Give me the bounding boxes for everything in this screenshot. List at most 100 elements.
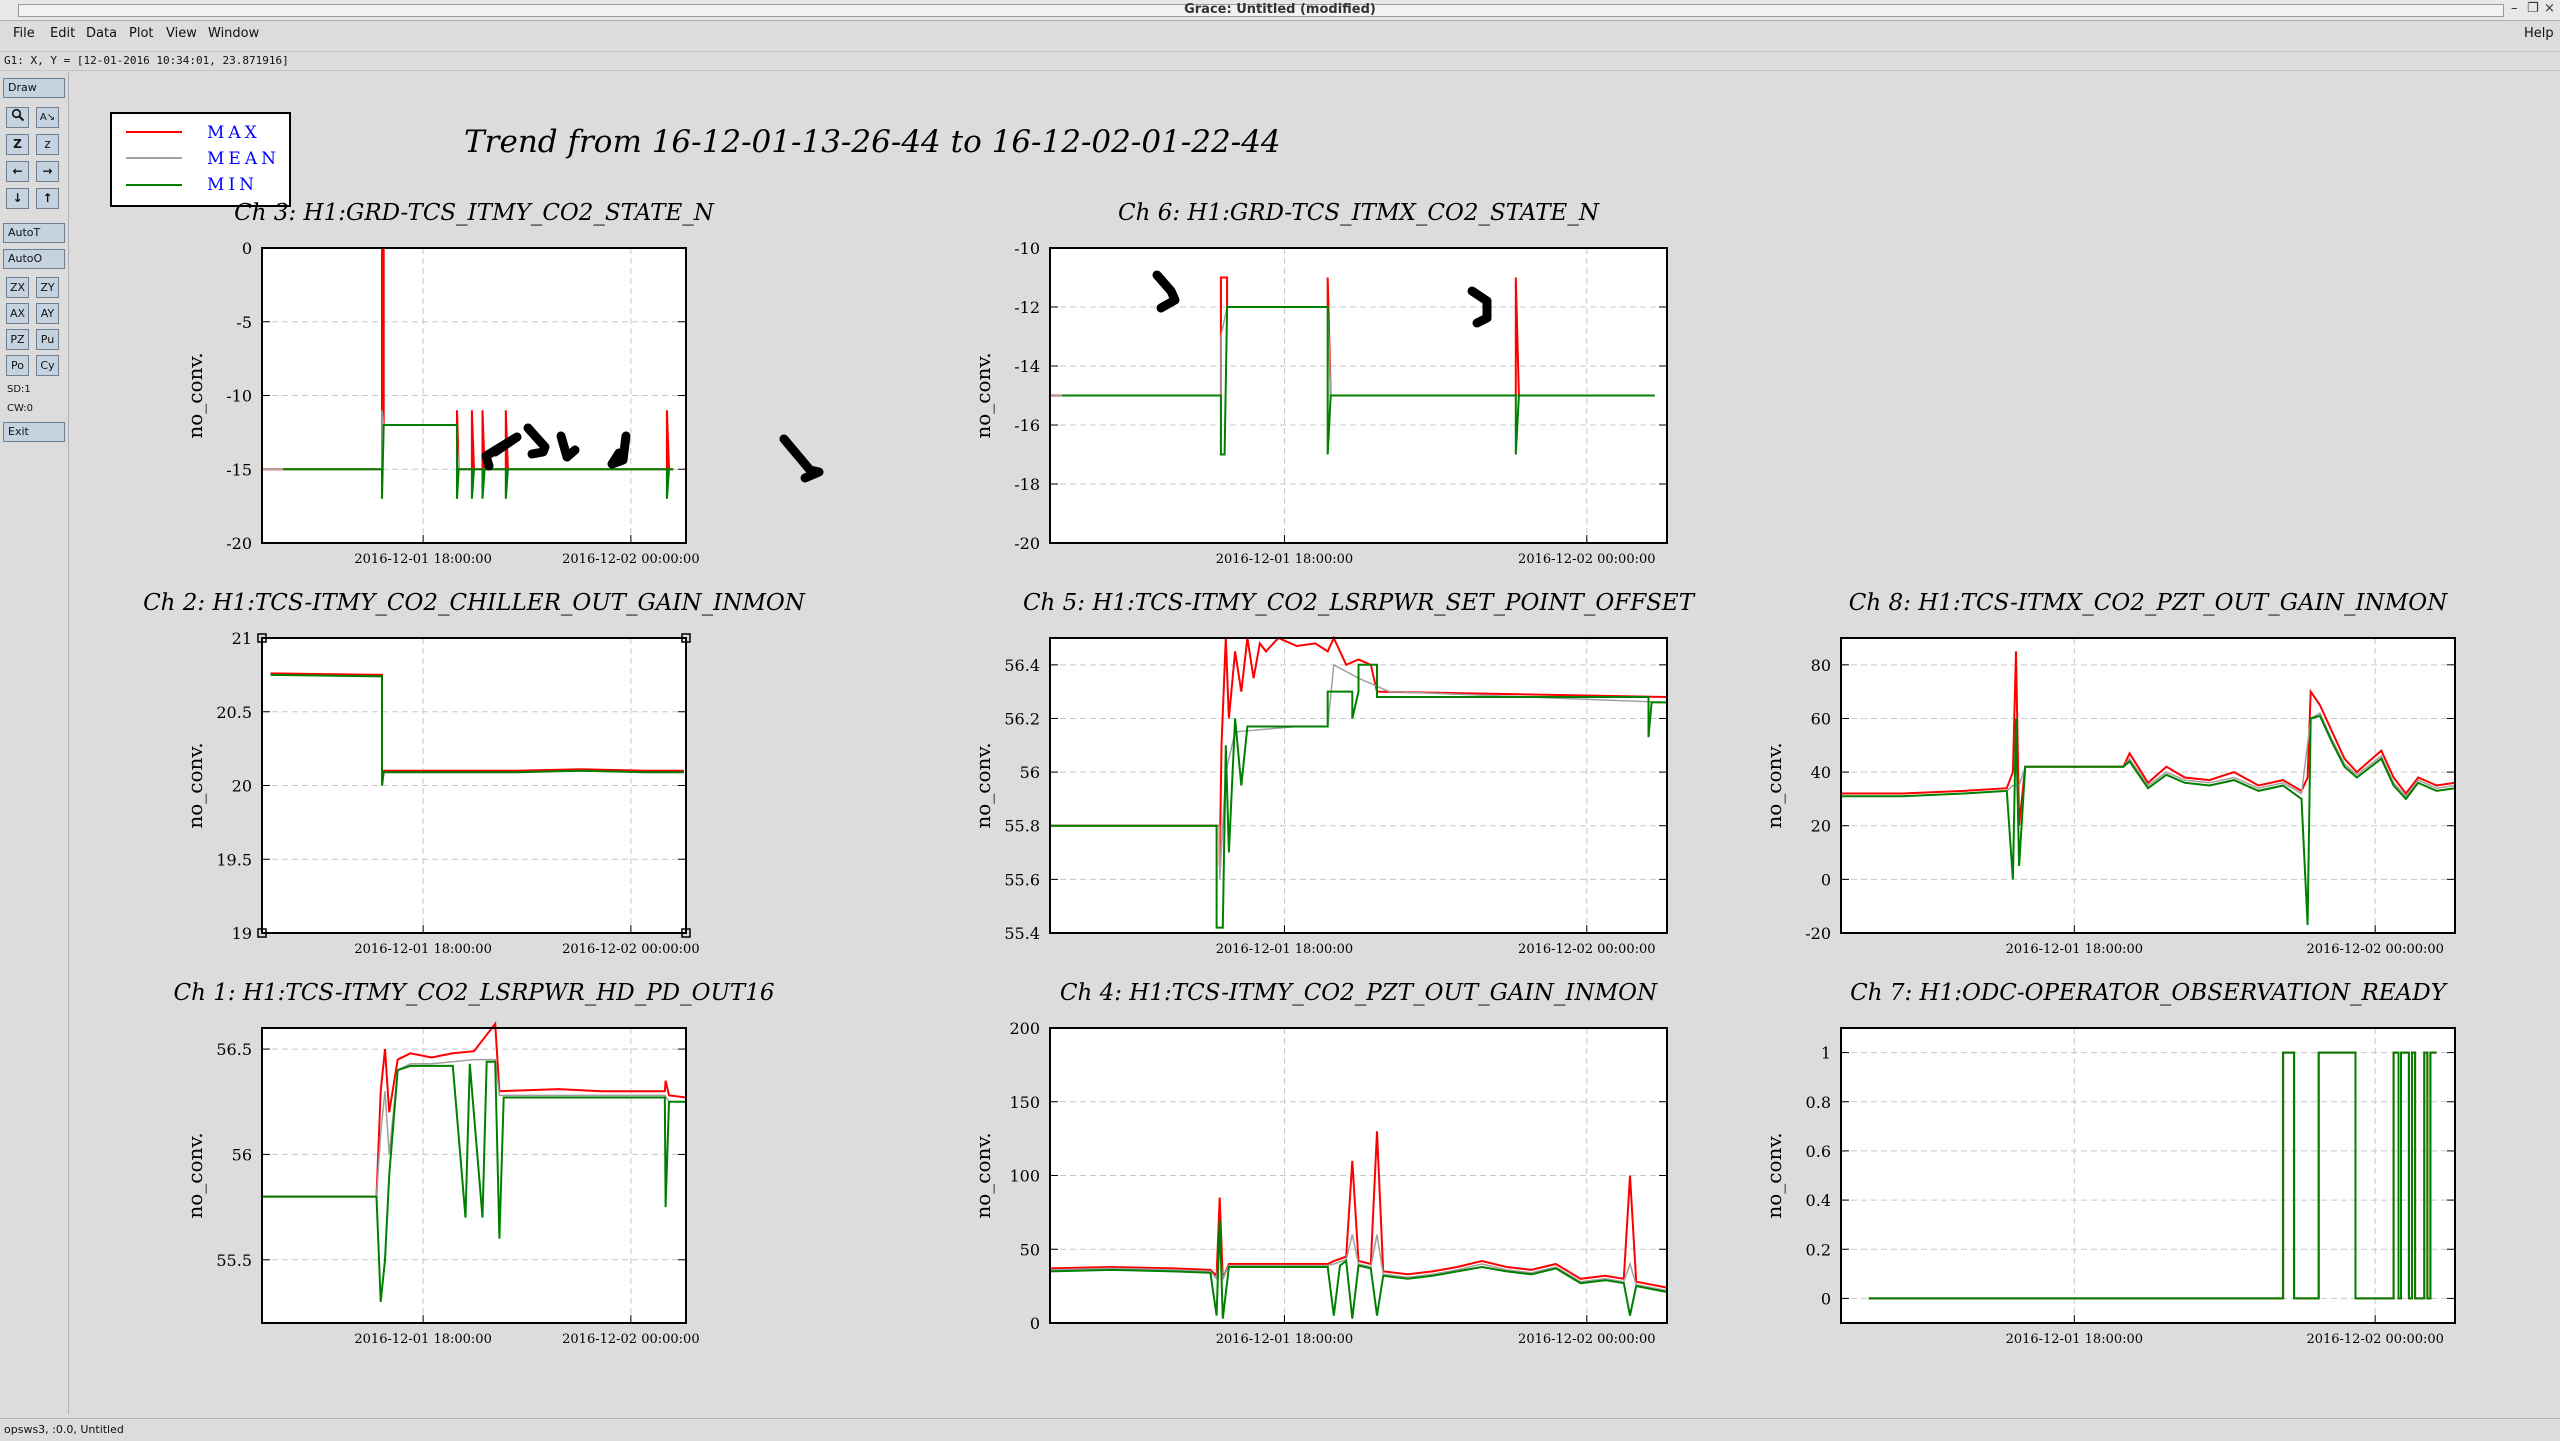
y-tick-label: 0.4: [1806, 1191, 1831, 1210]
pz-button[interactable]: PZ: [6, 329, 29, 350]
po-button[interactable]: Po: [6, 355, 29, 376]
y-tick-label: 80: [1811, 656, 1831, 675]
menu-data[interactable]: Data: [86, 26, 118, 41]
zy-button[interactable]: ZY: [36, 277, 59, 298]
status-text: opsws3, :0.0, Untitled: [4, 1423, 124, 1436]
y-tick-label: 20.5: [216, 703, 252, 722]
scroll-down-button[interactable]: ↓: [6, 188, 29, 209]
pu-button[interactable]: Pu: [36, 329, 59, 350]
series-line-max: [1050, 635, 1668, 867]
chart-ch1: 56.5 56 55.5 2016-12-01 18:00:00 2016-12-02 …: [174, 980, 775, 1347]
series-line-min: [1841, 714, 2456, 926]
arrow-right-icon: →: [42, 164, 53, 178]
focus-handle[interactable]: [257, 633, 267, 643]
plot-frame: [1840, 1027, 2456, 1324]
magnifier-icon: [11, 108, 24, 122]
menu-view[interactable]: View: [166, 26, 197, 41]
plot-canvas[interactable]: MAX MEAN MIN Trend from 16-12-01-13-26-4…: [69, 72, 2560, 1415]
x-tick-label: 2016-12-01 18:00:00: [354, 552, 491, 567]
y-tick-label: 56.4: [1004, 656, 1040, 675]
autot-button[interactable]: AutoT: [3, 223, 65, 243]
cy-button[interactable]: Cy: [36, 355, 59, 376]
series-line-max: [1050, 276, 1655, 397]
y-tick-label: 100: [1009, 1167, 1040, 1186]
y-axis-label: no_conv.: [1762, 742, 1786, 828]
drawn-arrow-mark: [779, 434, 824, 483]
focus-handle[interactable]: [257, 928, 267, 938]
chart-title: Ch 7: H1:ODC-OPERATOR_OBSERVATION_READY: [1850, 980, 2449, 1006]
ax-button[interactable]: AX: [6, 303, 29, 324]
window-title: Grace: Untitled (modified): [1184, 2, 1376, 17]
autoscale-button[interactable]: A↘: [36, 107, 59, 128]
y-tick-label: -14: [1014, 357, 1040, 376]
zoom-button[interactable]: [6, 107, 29, 128]
x-tick-label: 2016-12-01 18:00:00: [2006, 1332, 2143, 1347]
zoom-out-button[interactable]: z: [36, 134, 59, 155]
y-axis-label: no_conv.: [183, 1132, 207, 1218]
focus-handle[interactable]: [681, 633, 691, 643]
restore-icon[interactable]: ❐: [2527, 1, 2539, 16]
ay-button[interactable]: AY: [36, 303, 59, 324]
drawn-arrow-mark: [1467, 286, 1492, 328]
series-line-min: [1049, 1219, 1668, 1319]
zoom-in-icon: Z: [13, 137, 22, 151]
close-icon[interactable]: ×: [2544, 1, 2555, 16]
plot-frame: [261, 1027, 687, 1324]
window-titlebar: Grace: Untitled (modified) – ❐ ×: [0, 0, 2560, 21]
series-line-min: [1050, 663, 1667, 929]
x-tick-label: 2016-12-02 00:00:00: [562, 942, 699, 957]
titlebar-drag-area[interactable]: [18, 4, 2504, 17]
plot-frame: [1049, 637, 1668, 934]
chart-title: Ch 3: H1:GRD-TCS_ITMY_CO2_STATE_N: [234, 200, 715, 226]
series-line-min: [1868, 1051, 2437, 1300]
autoo-button[interactable]: AutoO: [3, 249, 65, 269]
menu-plot[interactable]: Plot: [129, 26, 154, 41]
chart-ch8: 80 60 40 20 0 -20 2016-12-01 18:00:00 2016-12-0…: [1762, 590, 2456, 957]
y-tick-label: 200: [1009, 1019, 1040, 1038]
y-tick-label: 56.5: [216, 1040, 252, 1059]
y-tick-label: -18: [1014, 475, 1040, 494]
y-tick-label: 56: [1020, 763, 1040, 782]
x-tick-label: 2016-12-02 00:00:00: [562, 552, 699, 567]
y-tick-label: 55.8: [1004, 817, 1040, 836]
menu-help[interactable]: Help: [2524, 26, 2554, 41]
series-line-min: [283, 424, 674, 499]
y-tick-label: 0.6: [1806, 1142, 1831, 1161]
cw-label: CW:0: [7, 403, 34, 414]
focus-handle[interactable]: [681, 928, 691, 938]
locator-bar: G1: X, Y = [12-01-2016 10:34:01, 23.8719…: [0, 51, 2560, 71]
chart-title: Ch 6: H1:GRD-TCS_ITMX_CO2_STATE_N: [1118, 200, 1600, 226]
y-axis-label: no_conv.: [183, 352, 207, 438]
y-tick-label: 0: [1821, 1289, 1831, 1308]
plot-frame: [261, 637, 687, 934]
drawn-arrow-mark: [481, 432, 522, 471]
handwritten-marks: [481, 270, 1492, 483]
y-tick-label: 60: [1811, 709, 1831, 728]
y-tick-label: 20: [232, 777, 252, 796]
draw-button[interactable]: Draw: [3, 78, 65, 98]
x-tick-label: 2016-12-02 00:00:00: [1518, 942, 1655, 957]
minimize-icon[interactable]: –: [2511, 1, 2518, 16]
menu-window[interactable]: Window: [208, 26, 260, 41]
y-tick-label: -10: [1014, 239, 1040, 258]
y-tick-label: 50: [1020, 1240, 1040, 1259]
x-tick-label: 2016-12-01 18:00:00: [354, 942, 491, 957]
y-tick-label: -20: [1805, 924, 1831, 943]
drawn-arrow-mark: [1152, 270, 1180, 313]
y-axis-label: no_conv.: [971, 1132, 995, 1218]
menu-file[interactable]: File: [13, 26, 35, 41]
chart-ch2: 21 20.5 20 19.5 19 2016-12-01 18:00:00 2016-12…: [143, 590, 806, 957]
series-line-max: [1841, 651, 2456, 826]
scroll-up-button[interactable]: ↑: [36, 188, 59, 209]
y-tick-label: 56: [232, 1145, 252, 1164]
plot-frame: [1840, 637, 2456, 934]
x-tick-label: 2016-12-02 00:00:00: [2306, 942, 2443, 957]
zx-button[interactable]: ZX: [6, 277, 29, 298]
scroll-left-button[interactable]: ←: [6, 161, 29, 182]
exit-button[interactable]: Exit: [3, 422, 65, 442]
zoom-in-button[interactable]: Z: [6, 134, 29, 155]
scroll-right-button[interactable]: →: [36, 161, 59, 182]
menu-edit[interactable]: Edit: [50, 26, 76, 41]
y-tick-label: -20: [226, 534, 252, 553]
y-tick-label: 55.4: [1004, 924, 1040, 943]
